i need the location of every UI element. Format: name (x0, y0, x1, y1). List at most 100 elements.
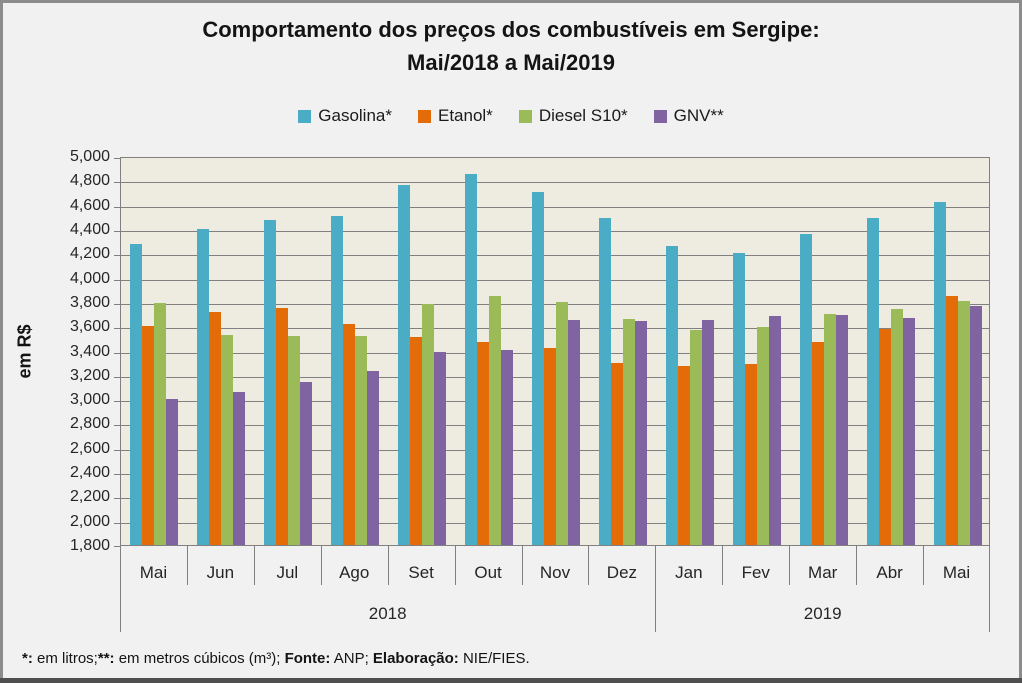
y-tick-mark (114, 255, 121, 256)
footnote: *: em litros;**: em metros cúbicos (m³);… (22, 649, 530, 668)
month-tick-line (856, 546, 857, 585)
gridline (121, 231, 989, 232)
gridline (121, 280, 989, 281)
bar-gnv (969, 306, 982, 545)
legend-swatch-etanol (417, 109, 431, 123)
month-tick-line (588, 546, 589, 585)
year-tick-line (120, 546, 121, 632)
bar-etanol (142, 326, 155, 545)
bar-group (857, 158, 924, 545)
bar-etanol (744, 364, 757, 545)
legend-swatch-diesel-s10 (518, 109, 532, 123)
bar-etanol (677, 366, 690, 545)
y-tick-mark (114, 207, 121, 208)
year-label: 2018 (368, 604, 407, 623)
y-tick-mark (114, 377, 121, 378)
year-tick-line (655, 546, 656, 632)
y-tick-label: 4,200 (69, 245, 110, 262)
month-label: Fev (741, 563, 770, 582)
y-tick-mark (114, 231, 121, 232)
y-tick-mark (114, 498, 121, 499)
bar-gasolina (264, 220, 277, 545)
y-tick-label: 1,800 (69, 537, 110, 554)
legend-label-diesel-s10: Diesel S10* (538, 106, 628, 125)
bar-diesel-s10 (555, 302, 568, 545)
footnote-segment: em metros cúbicos (m³); (114, 650, 285, 667)
legend-item-gasolina: Gasolina* (298, 106, 392, 126)
y-tick-mark (114, 425, 121, 426)
y-tick-label: 3,200 (69, 367, 110, 384)
month-label: Out (474, 563, 502, 582)
y-tick-label: 5,000 (69, 148, 110, 165)
month-tick-line (923, 546, 924, 585)
bar-diesel-s10 (154, 303, 167, 545)
chart-title-line2: Mai/2018 a Mai/2019 (407, 50, 615, 75)
y-tick-mark (114, 280, 121, 281)
y-tick-mark (114, 158, 121, 159)
bar-diesel-s10 (890, 309, 903, 545)
month-tick-line (789, 546, 790, 585)
legend-label-etanol: Etanol* (437, 106, 493, 125)
bar-gnv (634, 321, 647, 545)
chart-title-line1: Comportamento dos preços dos combustívei… (202, 17, 820, 42)
footnote-segment: Elaboração: (372, 650, 459, 667)
bar-group (723, 158, 790, 545)
gridline (121, 304, 989, 305)
month-tick-line (455, 546, 456, 585)
bar-gnv (501, 350, 514, 545)
footnote-segment: Fonte: (284, 650, 331, 667)
bar-etanol (543, 348, 556, 545)
year-label: 2019 (803, 604, 842, 623)
footnote-segment: **: (97, 650, 115, 667)
y-axis-labels: 5,000 4,800 4,600 4,400 4,200 4,000 3,800 3,600… (0, 148, 110, 554)
month-label: Nov (539, 563, 571, 582)
y-tick-mark (114, 353, 121, 354)
bar-gnv (434, 352, 447, 545)
y-tick-label: 3,600 (69, 318, 110, 335)
month-tick-line (388, 546, 389, 585)
bar-gasolina (665, 246, 678, 545)
gridline (121, 207, 989, 208)
month-label: Jan (675, 563, 703, 582)
bar-diesel-s10 (489, 296, 502, 545)
month-label: Dez (606, 563, 638, 582)
y-tick-mark (114, 546, 121, 547)
legend-item-etanol: Etanol* (417, 106, 493, 126)
y-tick-mark (114, 304, 121, 305)
bar-group (255, 158, 322, 545)
y-tick-mark (114, 523, 121, 524)
footnote-segment: NIE/FIES. (458, 650, 530, 667)
bar-etanol (343, 324, 356, 545)
y-tick-label: 4,000 (69, 270, 110, 287)
bar-gnv (367, 371, 380, 545)
bar-group (188, 158, 255, 545)
y-tick-mark (114, 450, 121, 451)
month-tick-line (522, 546, 523, 585)
bar-etanol (878, 329, 891, 545)
y-tick-label: 2,000 (69, 513, 110, 530)
month-label: Jun (206, 563, 235, 582)
bar-etanol (276, 308, 289, 545)
month-label: Mai (139, 563, 168, 582)
bar-group (589, 158, 656, 545)
y-tick-mark (114, 401, 121, 402)
legend-swatch-gnv (653, 109, 667, 123)
bar-group (924, 158, 991, 545)
bar-group (456, 158, 523, 545)
bar-diesel-s10 (288, 336, 301, 545)
bar-gasolina (398, 185, 411, 545)
month-label: Mai (942, 563, 971, 582)
month-label: Ago (339, 563, 370, 582)
bar-gnv (567, 320, 580, 545)
bar-gnv (166, 399, 179, 545)
bar-etanol (811, 342, 824, 545)
bar-gnv (701, 320, 714, 545)
bar-etanol (477, 342, 490, 545)
bar-group (322, 158, 389, 545)
bar-etanol (209, 312, 222, 545)
footnote-segment: em litros; (32, 650, 98, 667)
legend-swatch-gasolina (298, 109, 312, 123)
bar-group (523, 158, 590, 545)
footnote-segment: *: (22, 650, 33, 667)
